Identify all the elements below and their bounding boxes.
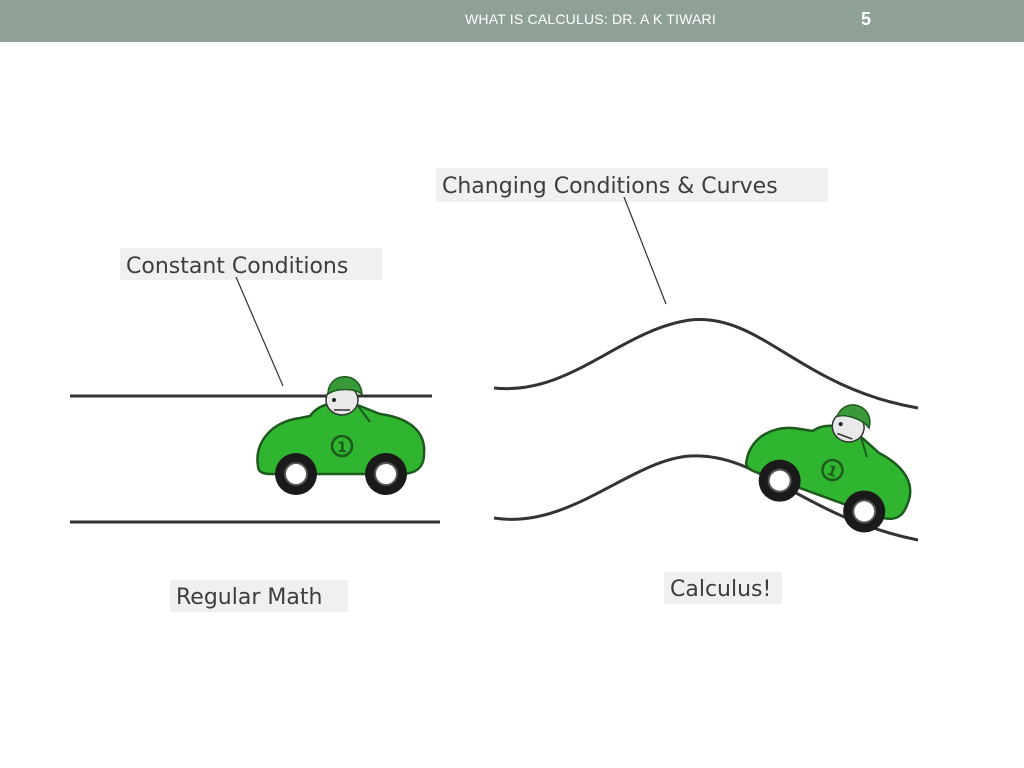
constant-conditions-label-box — [120, 248, 382, 280]
slide-header: WHAT IS CALCULUS: DR. A K TIWARI 5 — [0, 0, 1024, 42]
slide-title: WHAT IS CALCULUS: DR. A K TIWARI — [465, 11, 716, 27]
page-number: 5 — [861, 9, 872, 29]
regular-math-caption-box — [170, 580, 348, 612]
car-calculus: 1 — [734, 374, 935, 546]
car-regular-math: 1 — [256, 375, 426, 497]
constant-conditions-pointer — [235, 276, 284, 387]
changing-conditions-pointer — [623, 196, 667, 305]
curved-road-bottom — [493, 454, 919, 542]
right-panel: Changing Conditions & Curves 1 Calculus! — [436, 168, 935, 604]
left-panel: Constant Conditions 1 Regular Math — [70, 248, 440, 612]
constant-conditions-label: Constant Conditions — [126, 254, 348, 279]
regular-math-caption: Regular Math — [176, 585, 322, 610]
calculus-caption-box — [664, 572, 782, 604]
changing-conditions-label-box — [436, 168, 828, 202]
changing-conditions-label: Changing Conditions & Curves — [442, 174, 778, 199]
car-number-left: 1 — [337, 440, 347, 456]
calculus-caption: Calculus! — [670, 577, 771, 602]
curved-road-top — [493, 317, 919, 410]
